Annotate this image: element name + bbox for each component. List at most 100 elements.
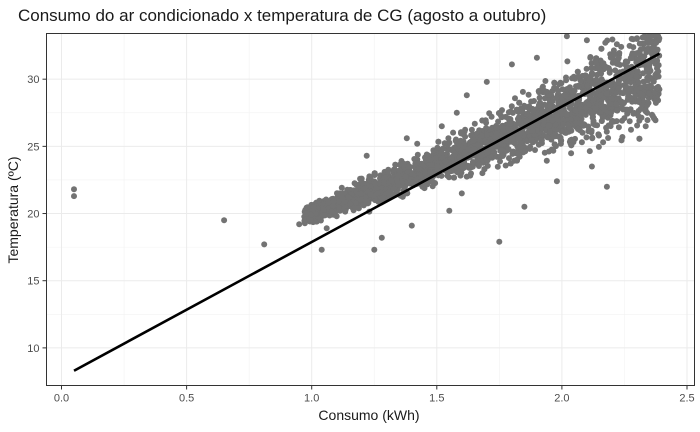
data-point	[474, 142, 481, 149]
data-point	[582, 72, 589, 79]
data-point	[517, 144, 524, 151]
data-point	[382, 174, 389, 181]
x-axis: 0.0 0.5 1.0 1.5 2.0 2.5	[54, 385, 695, 405]
data-point	[583, 37, 590, 44]
data-point	[451, 150, 458, 157]
data-point	[568, 150, 575, 157]
data-point	[335, 198, 342, 205]
data-point	[636, 117, 643, 124]
data-point	[628, 35, 635, 42]
data-point	[483, 125, 490, 131]
data-point	[600, 105, 607, 112]
data-point	[502, 113, 509, 120]
data-point	[645, 45, 651, 52]
data-point	[414, 151, 421, 158]
data-point	[409, 179, 416, 186]
data-point	[515, 135, 522, 142]
data-point	[574, 68, 581, 75]
data-point	[508, 61, 515, 68]
data-point	[325, 199, 332, 206]
data-point	[388, 177, 395, 184]
data-point	[653, 39, 659, 46]
data-point	[476, 137, 483, 144]
y-axis-title: Temperatura (ºC)	[5, 156, 21, 263]
data-point	[607, 109, 614, 116]
data-point	[592, 58, 599, 64]
data-point	[390, 185, 397, 192]
data-point	[573, 119, 580, 126]
data-point	[373, 185, 380, 192]
data-point	[646, 84, 653, 91]
data-point	[408, 222, 415, 229]
data-point	[400, 161, 407, 168]
data-point	[458, 169, 465, 176]
data-point	[378, 234, 385, 241]
data-point	[575, 83, 582, 90]
data-point	[547, 128, 553, 135]
data-point	[519, 108, 526, 115]
data-point	[475, 161, 482, 167]
data-point	[563, 77, 570, 84]
data-point	[338, 184, 345, 191]
data-point	[533, 54, 540, 61]
data-point	[434, 163, 441, 170]
data-point	[553, 178, 560, 185]
x-tick-label: 1.0	[304, 393, 319, 405]
data-point	[620, 100, 627, 106]
data-point	[419, 161, 426, 168]
data-point	[588, 71, 595, 78]
data-point	[587, 54, 594, 61]
data-point	[328, 208, 335, 215]
data-point	[352, 199, 359, 206]
data-point	[385, 168, 391, 175]
data-point	[609, 95, 615, 102]
data-point	[578, 139, 585, 146]
data-point	[619, 117, 626, 124]
data-point	[496, 238, 503, 245]
data-point	[308, 211, 314, 218]
data-point	[553, 85, 560, 92]
data-point	[448, 154, 455, 161]
data-point	[633, 73, 640, 80]
data-point	[506, 155, 512, 162]
data-point	[611, 51, 618, 58]
data-point	[579, 129, 586, 136]
x-axis-title: Consumo (kWh)	[318, 407, 419, 423]
data-point	[609, 36, 616, 43]
data-point	[396, 167, 403, 174]
data-point	[626, 118, 633, 125]
data-point	[320, 206, 327, 213]
data-point	[574, 126, 581, 132]
data-point	[395, 172, 402, 179]
data-point	[497, 147, 504, 154]
data-point	[595, 132, 602, 139]
data-point	[632, 50, 639, 57]
data-point	[586, 101, 592, 108]
data-point	[428, 161, 435, 168]
y-tick-label: 25	[27, 141, 39, 153]
data-point	[615, 85, 622, 92]
data-point	[468, 126, 475, 133]
data-point	[539, 125, 545, 132]
x-tick-label: 0.0	[54, 393, 69, 405]
data-point	[507, 119, 514, 126]
data-point	[620, 90, 627, 97]
data-point	[538, 137, 545, 144]
data-point	[640, 55, 646, 62]
data-point	[551, 141, 558, 148]
data-point	[508, 103, 515, 110]
data-point	[615, 124, 622, 131]
data-point	[522, 148, 529, 155]
data-point	[587, 127, 594, 134]
data-point	[598, 45, 605, 52]
data-point	[422, 169, 429, 176]
data-point	[555, 99, 562, 106]
data-point	[497, 158, 503, 165]
data-point	[584, 82, 591, 89]
data-point	[556, 134, 563, 141]
data-point	[445, 135, 452, 142]
data-point	[655, 68, 662, 75]
data-points	[71, 33, 663, 253]
data-point	[650, 78, 657, 85]
